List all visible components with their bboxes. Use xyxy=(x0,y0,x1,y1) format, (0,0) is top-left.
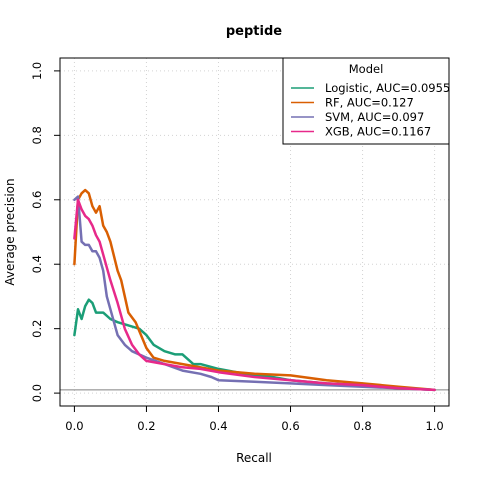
legend-box xyxy=(282,57,450,145)
x-tick-label: 0.4 xyxy=(209,419,227,433)
legend-label-3: SVM, AUC=0.097 xyxy=(325,110,424,124)
x-tick-label: 0.2 xyxy=(137,419,155,433)
x-tick-label: 1.0 xyxy=(425,419,443,433)
y-tick-label: 0.2 xyxy=(30,320,44,338)
y-tick-label: 0.6 xyxy=(30,191,44,209)
legend-title: Model xyxy=(349,62,384,76)
legend-label-1: Logistic, AUC=0.0955 xyxy=(325,81,450,95)
y-tick-label: 0.4 xyxy=(30,255,44,273)
chart-title: peptide xyxy=(226,24,282,39)
legend-label-4: XGB, AUC=0.1167 xyxy=(325,125,431,139)
series-line-2 xyxy=(73,188,436,392)
y-axis: 0.0 0.2 0.4 0.6 0.8 1.0 xyxy=(30,62,61,402)
x-tick-label: 0.6 xyxy=(281,419,299,433)
series-line-4 xyxy=(73,198,436,392)
x-tick-label: 0.0 xyxy=(65,419,83,433)
series-line-3 xyxy=(73,195,436,392)
y-tick-label: 0.8 xyxy=(30,126,44,144)
y-tick-label: 1.0 xyxy=(30,62,44,80)
y-axis-label: Average precision xyxy=(3,178,17,285)
y-tick-label: 0.0 xyxy=(30,384,44,402)
x-axis-label: Recall xyxy=(236,451,272,465)
x-tick-label: 0.8 xyxy=(353,419,371,433)
series-lines xyxy=(73,188,436,392)
x-axis: 0.0 0.2 0.4 0.6 0.8 1.0 xyxy=(65,405,444,433)
legend-label-2: RF, AUC=0.127 xyxy=(325,96,414,110)
